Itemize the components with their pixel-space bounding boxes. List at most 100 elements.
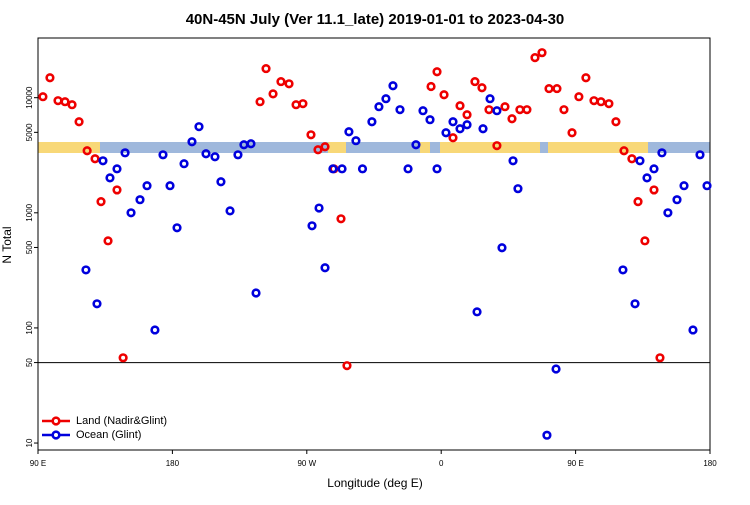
point <box>619 146 629 156</box>
point <box>679 181 689 191</box>
point <box>246 139 256 149</box>
point <box>284 79 294 89</box>
point <box>655 353 665 363</box>
point <box>448 133 458 143</box>
point <box>448 117 458 127</box>
point <box>627 154 637 164</box>
plot-frame <box>37 37 711 451</box>
point <box>90 154 100 164</box>
point <box>567 128 577 138</box>
point <box>374 102 384 112</box>
point <box>695 150 705 160</box>
y-tick-label: 5000 <box>25 123 34 141</box>
point <box>649 185 659 195</box>
x-tick-label: 90 E <box>30 459 46 468</box>
point <box>225 206 235 216</box>
land-strip <box>548 142 648 153</box>
point <box>477 83 487 93</box>
point <box>604 99 614 109</box>
point <box>581 73 591 83</box>
point <box>158 150 168 160</box>
y-tick-label: 10000 <box>25 86 34 109</box>
point <box>544 83 554 94</box>
point <box>351 136 361 146</box>
point <box>98 156 108 166</box>
point <box>60 97 70 107</box>
point <box>320 263 330 273</box>
point <box>194 122 204 132</box>
point <box>513 184 523 194</box>
point <box>179 159 189 169</box>
land-mask-strip <box>38 142 710 153</box>
point <box>187 137 197 147</box>
point <box>126 208 136 218</box>
point <box>478 124 488 134</box>
point <box>611 117 621 127</box>
point <box>411 140 421 150</box>
land-strip <box>328 142 346 153</box>
x-tick-label: 180 <box>166 459 180 468</box>
y-tick-label: 10 <box>25 438 34 447</box>
point <box>337 164 347 174</box>
point <box>418 106 428 116</box>
point <box>432 67 442 77</box>
point <box>45 73 55 83</box>
point <box>142 181 152 191</box>
series-0 <box>38 48 665 371</box>
point <box>618 265 628 275</box>
point <box>268 89 278 99</box>
point <box>497 243 507 253</box>
x-tick-label: 90 E <box>567 459 583 468</box>
y-tick-label: 500 <box>25 240 34 254</box>
point <box>441 128 451 138</box>
point <box>388 81 398 91</box>
point <box>462 120 472 130</box>
land-strip <box>420 142 430 153</box>
point <box>307 221 317 231</box>
y-tick-label: 50 <box>25 358 34 367</box>
chart-title: 40N-45N July (Ver 11.1_late) 2019-01-01 … <box>186 11 565 28</box>
point <box>298 99 308 109</box>
point <box>462 110 472 120</box>
y-tick-label: 100 <box>25 321 34 335</box>
legend-label: Land (Nadir&Glint) <box>76 415 167 427</box>
point <box>688 325 698 335</box>
point <box>172 223 182 233</box>
point <box>112 164 122 174</box>
y-axis-label: N Total <box>0 226 14 263</box>
point <box>522 105 532 115</box>
point <box>551 364 561 374</box>
point <box>642 173 652 183</box>
point <box>542 430 552 440</box>
point <box>470 76 480 87</box>
point <box>92 299 102 309</box>
point <box>381 94 391 104</box>
point <box>105 173 115 183</box>
point <box>233 150 243 160</box>
point <box>635 156 645 166</box>
point <box>649 164 659 174</box>
point <box>336 214 346 224</box>
point <box>342 361 352 371</box>
point <box>472 307 482 317</box>
point <box>135 195 145 205</box>
point <box>118 353 128 363</box>
point <box>492 141 502 151</box>
point <box>425 115 435 125</box>
point <box>395 105 405 115</box>
point <box>633 197 643 207</box>
point <box>426 81 436 92</box>
point <box>314 203 324 213</box>
x-tick-label: 180 <box>703 459 717 468</box>
point <box>201 149 211 159</box>
point <box>657 148 667 158</box>
point <box>702 181 712 191</box>
point <box>328 164 338 174</box>
point <box>663 208 673 218</box>
point <box>255 97 265 107</box>
point <box>261 63 271 74</box>
point <box>672 195 682 205</box>
point <box>500 102 510 112</box>
point <box>630 299 640 309</box>
